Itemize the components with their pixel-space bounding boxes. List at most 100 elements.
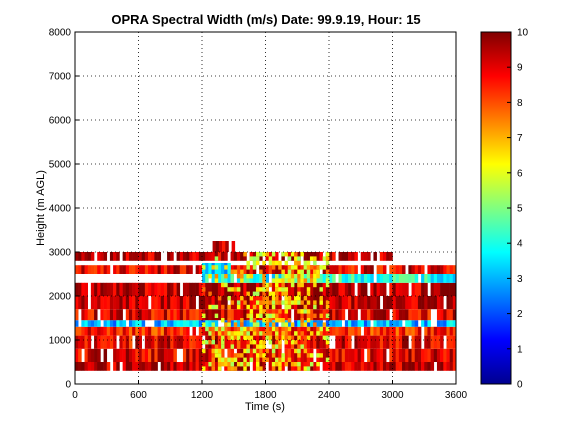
heatmap-cell <box>243 348 247 362</box>
heatmap-cell <box>154 309 158 321</box>
heatmap-cell <box>271 353 276 358</box>
heatmap-cell <box>322 362 327 371</box>
heatmap-cell <box>154 326 158 336</box>
heatmap-cell <box>103 265 108 274</box>
heatmap-cell <box>148 265 152 274</box>
heatmap-cell <box>208 320 212 327</box>
heatmap-cell <box>97 282 101 296</box>
heatmap-cell <box>246 320 250 327</box>
heatmap-cell <box>370 348 374 362</box>
heatmap-cell <box>389 348 393 362</box>
heatmap-cell <box>233 335 238 349</box>
heatmap-cell <box>316 331 320 336</box>
heatmap-cell <box>122 326 127 336</box>
heatmap-cell <box>284 260 289 266</box>
heatmap-cell <box>319 335 323 349</box>
heatmap-cell <box>290 282 295 288</box>
heatmap-cell <box>443 348 447 362</box>
heatmap-cell <box>430 362 435 371</box>
heatmap-cell <box>382 274 387 283</box>
heatmap-cell <box>268 335 273 340</box>
heatmap-cell <box>449 348 454 362</box>
heatmap-cell <box>367 335 371 349</box>
heatmap-cell <box>325 304 330 310</box>
heatmap-cell <box>398 326 403 336</box>
heatmap-cell <box>227 296 231 301</box>
heatmap-cell <box>75 265 79 274</box>
heatmap-cell <box>303 278 308 283</box>
heatmap-cell <box>275 300 279 305</box>
heatmap-cell <box>338 296 342 310</box>
heatmap-cell <box>217 274 222 283</box>
heatmap-cell <box>90 348 95 362</box>
heatmap-cell <box>278 278 282 283</box>
heatmap-cell <box>271 322 276 327</box>
heatmap-cell <box>386 309 390 321</box>
heatmap-cell <box>357 335 362 349</box>
heatmap-cell <box>309 282 314 296</box>
heatmap-cell <box>271 300 276 305</box>
heatmap-cell <box>414 274 419 283</box>
heatmap-cell <box>208 348 212 362</box>
heatmap-cell <box>103 282 108 296</box>
heatmap-cell <box>411 309 416 321</box>
heatmap-cell <box>138 309 142 321</box>
heatmap-cell <box>179 265 184 274</box>
heatmap-cell <box>271 344 276 349</box>
heatmap-cell <box>205 362 209 371</box>
heatmap-cell <box>316 252 320 261</box>
heatmap-cell <box>294 260 298 266</box>
heatmap-cell <box>214 344 219 349</box>
heatmap-cell <box>233 335 238 340</box>
heatmap-cell <box>262 318 266 323</box>
heatmap-cell <box>281 252 285 257</box>
heatmap-cell <box>132 326 136 336</box>
heatmap-cell <box>440 265 444 274</box>
heatmap-cell <box>411 335 416 349</box>
heatmap-cell <box>87 348 92 362</box>
heatmap-cell <box>392 265 396 274</box>
heatmap-cell <box>173 309 177 321</box>
heatmap-cell <box>268 260 273 266</box>
heatmap-cell <box>217 326 222 336</box>
heatmap-cell <box>395 335 400 349</box>
heatmap-cell <box>243 335 247 349</box>
heatmap-cell <box>160 348 165 362</box>
heatmap-cell <box>81 326 85 336</box>
heatmap-cell <box>163 282 168 296</box>
heatmap-cell <box>313 326 317 336</box>
heatmap-cell <box>275 331 279 336</box>
heatmap-cell <box>440 335 444 349</box>
heatmap-cell <box>151 335 155 349</box>
heatmap-cell <box>173 265 177 274</box>
heatmap-cell <box>170 265 174 274</box>
heatmap-cell <box>182 265 187 274</box>
heatmap-cell <box>278 300 282 305</box>
heatmap-cell <box>205 340 209 345</box>
heatmap-cell <box>303 265 308 270</box>
heatmap-cell <box>202 252 206 261</box>
colorbar-tick-label: 0 <box>517 380 523 391</box>
heatmap-cell <box>278 357 282 362</box>
heatmap-cell <box>151 326 155 336</box>
heatmap-cell <box>440 282 444 296</box>
heatmap-cell <box>182 335 187 349</box>
heatmap-cell <box>138 296 142 310</box>
heatmap-cell <box>186 252 190 261</box>
heatmap-cell <box>151 309 155 321</box>
heatmap-cell <box>113 335 117 349</box>
heatmap-cell <box>189 335 193 349</box>
heatmap-cell <box>424 309 428 321</box>
heatmap-cell <box>414 265 419 274</box>
heatmap-cell <box>427 265 431 274</box>
heatmap-cell <box>240 353 244 358</box>
heatmap-cell <box>227 309 231 321</box>
heatmap-cell <box>211 252 215 261</box>
heatmap-cell <box>236 309 241 321</box>
heatmap-cell <box>398 274 403 283</box>
heatmap-cell <box>262 326 266 336</box>
heatmap-cell <box>329 362 333 371</box>
heatmap-cell <box>370 326 374 336</box>
heatmap-cell <box>271 282 276 296</box>
heatmap-cell <box>176 335 181 349</box>
